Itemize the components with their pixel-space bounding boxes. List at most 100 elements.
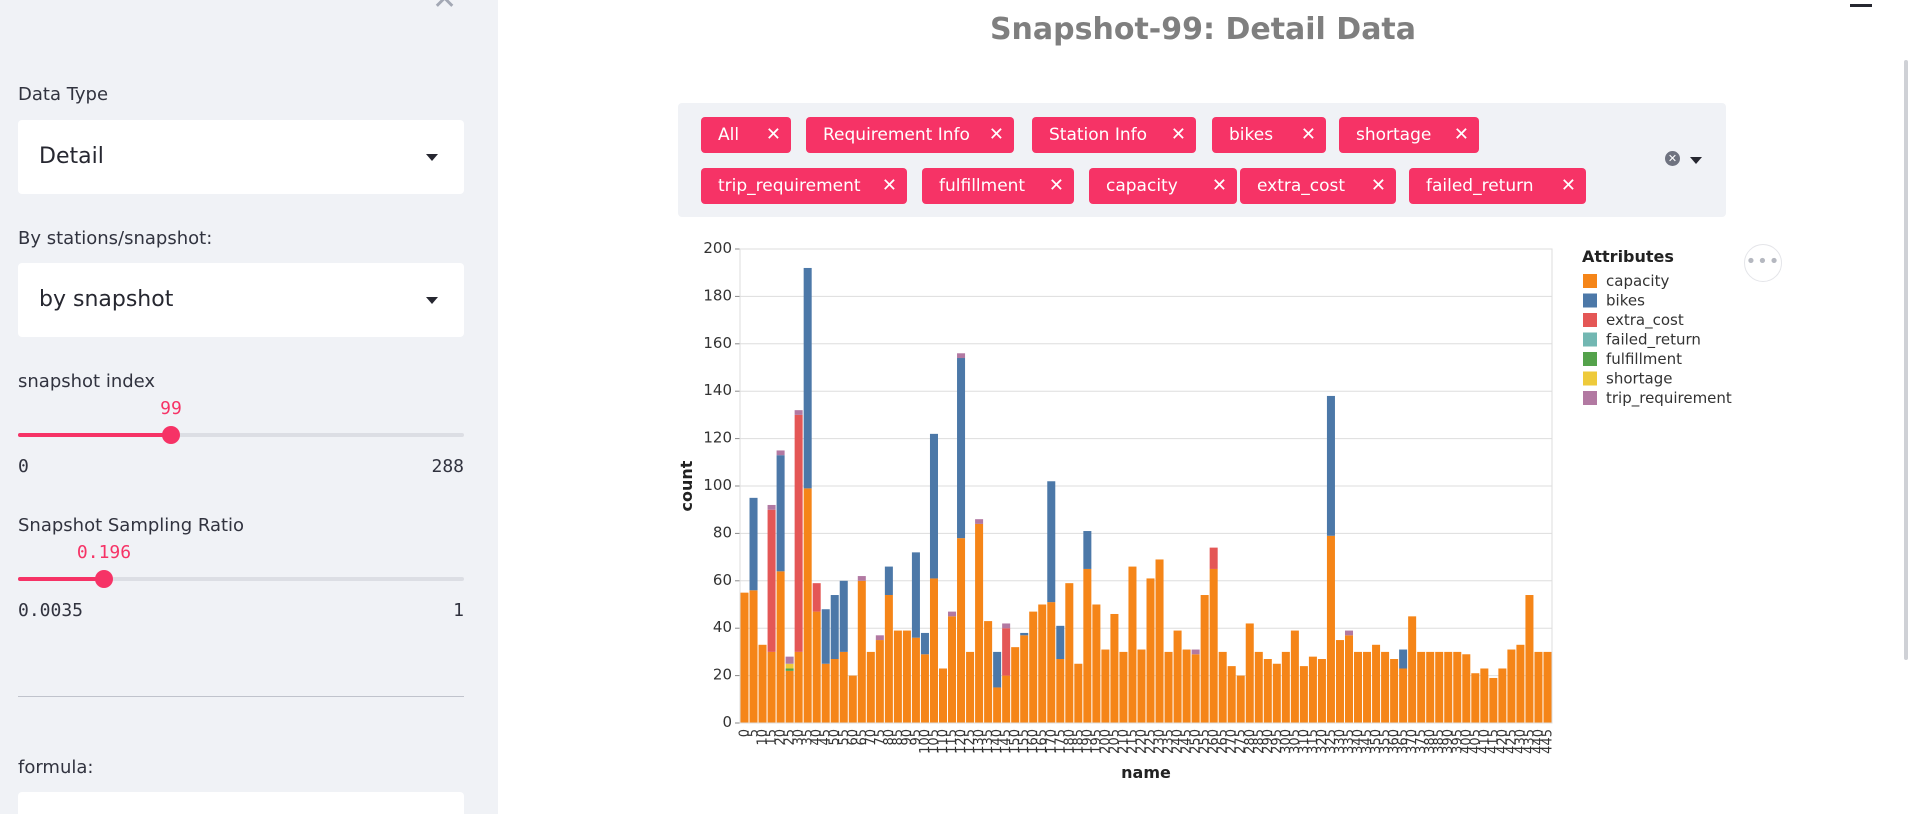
bar-capacity (1363, 651, 1372, 723)
x-tick-label: 240 (1171, 729, 1186, 754)
tag-fulfillment[interactable]: fulfillment ✕ (922, 168, 1074, 204)
x-tick-label: 355 (1378, 729, 1393, 754)
sampling-ratio-slider[interactable] (18, 570, 464, 588)
close-icon[interactable]: ✕ (1211, 175, 1227, 196)
tag-label: bikes (1229, 125, 1274, 145)
bar-capacity (1326, 535, 1335, 723)
bar-capacity (1317, 659, 1326, 723)
bar-capacity (1344, 635, 1354, 723)
tag-requirement-info[interactable]: Requirement Info ✕ (806, 117, 1014, 153)
slider-thumb[interactable] (162, 426, 180, 444)
bar-capacity (920, 654, 929, 723)
tag-label: All (718, 125, 740, 145)
bar-capacity (1335, 640, 1344, 723)
bar-capacity (1417, 651, 1426, 723)
bar-extra_cost (794, 414, 803, 652)
close-icon[interactable]: ✕ (988, 124, 1004, 145)
x-tick-label: 330 (1333, 729, 1348, 754)
x-tick-label: 385 (1432, 729, 1447, 754)
stacked-bar-chart: 0204060801001201401601802000510152025303… (677, 239, 1732, 782)
x-axis-title: name (1121, 763, 1171, 782)
x-tick-label: 90 (900, 729, 915, 746)
x-tick-label: 130 (972, 729, 987, 754)
snapshot-index-slider[interactable] (18, 426, 464, 444)
menu-icon[interactable] (1850, 4, 1872, 7)
tag-failed-return[interactable]: failed_return ✕ (1409, 168, 1586, 204)
close-icon[interactable]: ✕ (1560, 175, 1576, 196)
bar-bikes (884, 566, 893, 596)
close-icon[interactable]: ✕ (1370, 175, 1386, 196)
x-tick-label: 265 (1216, 729, 1231, 754)
formula-input[interactable] (18, 792, 464, 832)
bar-capacity (866, 651, 875, 723)
legend-label: shortage (1606, 370, 1673, 388)
close-icon[interactable]: ✕ (432, 0, 457, 17)
x-tick-label: 165 (1035, 729, 1050, 754)
bar-capacity (1011, 647, 1020, 723)
more-options-icon[interactable]: ••• (1744, 244, 1782, 282)
bar-trip_requirement (794, 410, 803, 415)
x-tick-label: 345 (1360, 729, 1375, 754)
y-tick-label: 140 (703, 381, 732, 399)
data-type-select[interactable]: Detail (18, 120, 464, 194)
x-tick-label: 125 (963, 729, 978, 754)
bar-bikes (821, 609, 830, 664)
close-icon[interactable]: ✕ (1453, 124, 1469, 145)
slider-thumb[interactable] (95, 570, 113, 588)
x-tick-label: 105 (927, 729, 942, 754)
tag-station-info[interactable]: Station Info ✕ (1032, 117, 1196, 153)
bar-capacity (1435, 651, 1444, 723)
x-tick-label: 220 (1134, 729, 1149, 754)
y-tick-label: 100 (703, 476, 732, 494)
sampling-ratio-label: Snapshot Sampling Ratio (18, 515, 245, 536)
x-tick-label: 190 (1080, 729, 1095, 754)
close-icon[interactable]: ✕ (1048, 175, 1064, 196)
y-tick-label: 0 (722, 713, 732, 731)
x-tick-label: 0 (738, 729, 753, 737)
snapshot-index-value: 99 (160, 398, 182, 419)
tag-all[interactable]: All ✕ (701, 117, 791, 153)
x-tick-label: 335 (1342, 729, 1357, 754)
tag-trip-requirement[interactable]: trip_requirement ✕ (701, 168, 907, 204)
x-tick-label: 415 (1486, 729, 1501, 754)
bar-bikes (1326, 395, 1335, 536)
tag-capacity[interactable]: capacity ✕ (1089, 168, 1237, 204)
bar-capacity (1254, 651, 1263, 723)
x-tick-label: 150 (1008, 729, 1023, 754)
close-icon[interactable]: ✕ (765, 124, 781, 145)
close-icon[interactable]: ✕ (1170, 124, 1186, 145)
clear-all-icon[interactable]: ✕ (1665, 151, 1680, 166)
x-tick-label: 55 (837, 729, 852, 746)
bar-capacity (1516, 644, 1525, 723)
x-tick-label: 405 (1468, 729, 1483, 754)
bar-capacity (1489, 677, 1498, 723)
x-tick-label: 80 (882, 729, 897, 746)
scrollbar[interactable] (1904, 60, 1908, 660)
x-tick-label: 425 (1504, 729, 1519, 754)
bar-capacity (1525, 595, 1534, 723)
divider (18, 696, 464, 697)
x-tick-label: 245 (1180, 729, 1195, 754)
chevron-down-icon[interactable] (1690, 157, 1702, 164)
legend-label: capacity (1606, 272, 1669, 290)
tag-extra-cost[interactable]: extra_cost ✕ (1240, 168, 1396, 204)
by-station-select[interactable]: by snapshot (18, 263, 464, 337)
bar-bikes (776, 455, 785, 572)
bar-capacity (1173, 630, 1182, 723)
close-icon[interactable]: ✕ (881, 175, 897, 196)
tag-bikes[interactable]: bikes ✕ (1212, 117, 1326, 153)
bar-capacity (1471, 673, 1480, 723)
bar-bikes (957, 358, 966, 539)
x-tick-label: 65 (855, 729, 870, 746)
tag-label: Requirement Info (823, 125, 970, 145)
bar-capacity (1290, 630, 1299, 723)
attribute-multiselect[interactable]: All ✕ Requirement Info ✕ Station Info ✕ bik… (678, 103, 1726, 217)
bar-capacity (1128, 566, 1137, 723)
close-icon[interactable]: ✕ (1300, 124, 1316, 145)
legend-swatch (1583, 371, 1597, 386)
x-tick-label: 45 (819, 729, 834, 746)
tag-shortage[interactable]: shortage ✕ (1339, 117, 1479, 153)
x-tick-label: 160 (1026, 729, 1041, 754)
bar-capacity (984, 621, 993, 723)
bar-capacity (1426, 651, 1435, 723)
